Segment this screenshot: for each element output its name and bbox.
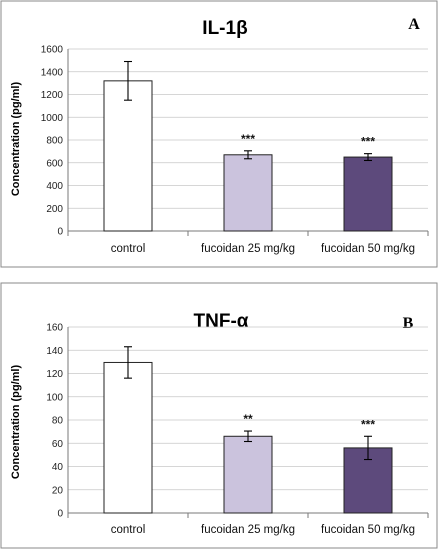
tnfa-panel: TNF-α B Concentration (pg/ml) 0 20 40 60 80 1…: [0, 282, 438, 549]
y-tick-label: 120: [46, 369, 63, 380]
category-label: fucoidan 25 mg/kg: [201, 524, 295, 536]
y-tick-label: 0: [57, 509, 63, 520]
chart-title: TNF-α: [194, 311, 249, 332]
category-label: fucoidan 50 mg/kg: [321, 524, 415, 536]
y-tick-label: 140: [46, 346, 63, 357]
category-label: fucoidan 25 mg/kg: [201, 243, 295, 255]
panel-letter: B: [403, 315, 414, 332]
bar: [223, 435, 273, 514]
category-label: control: [111, 524, 146, 536]
category-label: fucoidan 50 mg/kg: [321, 243, 415, 255]
y-tick-label: 40: [52, 462, 64, 473]
significance-label: ***: [361, 135, 375, 149]
y-tick-label: 1000: [41, 113, 64, 124]
chart-title: IL-1β: [202, 18, 247, 39]
il1b-panel: IL-1β A Concentration (pg/ml) 0 200 400 600…: [0, 0, 438, 268]
y-axis-label: Concentration (pg/ml): [10, 82, 22, 197]
significance-label: ***: [241, 132, 255, 146]
category-label: control: [111, 243, 146, 255]
panel-letter: A: [408, 16, 420, 33]
y-tick-label: 1200: [41, 90, 64, 101]
significance-label: **: [243, 412, 253, 426]
y-tick-label: 1600: [41, 45, 64, 56]
plot-area: 0 20 40 60 80 100 120 140 160 control ** fucoidan 2…: [46, 323, 429, 536]
y-tick-label: 80: [52, 416, 64, 427]
significance-label: ***: [361, 417, 375, 431]
y-tick-label: 20: [52, 485, 64, 496]
y-tick-label: 200: [46, 204, 63, 215]
y-tick-label: 800: [46, 136, 63, 147]
y-tick-label: 600: [46, 158, 63, 169]
bar: [343, 156, 393, 232]
y-tick-label: 160: [46, 323, 63, 334]
bar: [103, 80, 153, 232]
bar: [103, 361, 153, 514]
y-tick-label: 1400: [41, 67, 64, 78]
y-tick-label: 60: [52, 439, 64, 450]
y-tick-label: 100: [46, 392, 63, 403]
y-tick-label: 0: [57, 227, 63, 238]
bar: [223, 154, 273, 232]
bar: [343, 447, 393, 514]
y-tick-label: 400: [46, 181, 63, 192]
y-axis-label: Concentration (pg/ml): [10, 365, 22, 480]
plot-area: 0 200 400 600 800 1000 1200 1400 1600 control *** f…: [41, 45, 429, 255]
